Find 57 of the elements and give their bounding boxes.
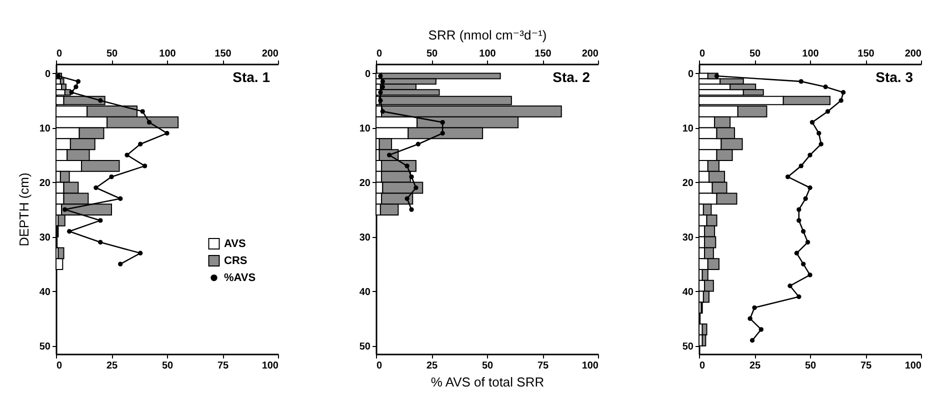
x-tick-label: 200: [262, 48, 279, 60]
y-tick-label: 10: [39, 123, 51, 134]
y-tick-label: 10: [359, 123, 371, 134]
x-tick-label: 50: [106, 48, 118, 60]
x2-tick-label: 100: [582, 360, 599, 372]
y-tick-label: 40: [682, 286, 694, 298]
x2-tick-label: 75: [217, 360, 229, 372]
y-tick-label: 50: [39, 341, 51, 352]
x2-tick-label: 0: [700, 360, 706, 372]
legend-label: CRS: [224, 254, 248, 267]
x-tick-label: 100: [159, 48, 176, 60]
x2-tick-label: 75: [537, 360, 549, 372]
x-tick-label: 0: [376, 48, 382, 60]
y-tick-label: 40: [359, 286, 371, 298]
chart-title: Sta. 2: [552, 69, 590, 85]
y-tick-label: 20: [359, 178, 371, 189]
x-tick-label: 200: [904, 48, 922, 60]
x2-tick-label: 50: [162, 360, 174, 372]
chart-title: Sta. 3: [876, 69, 914, 85]
x2-tick-label: 25: [749, 360, 761, 372]
x-tick-label: 150: [858, 48, 875, 60]
y-tick-label: 30: [39, 232, 51, 244]
y-tick-label: 20: [682, 178, 694, 189]
chart-title: Sta. 1: [232, 69, 270, 85]
x2-tick-label: 50: [804, 360, 816, 372]
x2-tick-label: 100: [262, 360, 279, 372]
x2-tick-label: 0: [56, 360, 62, 372]
x-tick-label: 50: [426, 48, 438, 60]
x2-tick-label: 0: [376, 360, 382, 372]
legend-label: AVS: [224, 238, 246, 250]
y-tick-label: 30: [682, 232, 694, 244]
x-tick-label: 100: [479, 48, 496, 60]
legend-label: %AVS: [224, 272, 256, 284]
x2-tick-label: 25: [426, 360, 438, 372]
y-axis-title: DEPTH (cm): [16, 172, 32, 246]
y-tick-label: 10: [682, 123, 694, 134]
x2-tick-label: 25: [106, 360, 118, 372]
x2-tick-label: 50: [482, 360, 494, 372]
x-tick-label: 100: [802, 48, 820, 60]
x-tick-label: 150: [214, 48, 232, 60]
y-tick-label: 30: [359, 232, 371, 244]
y-tick-label: 0: [44, 68, 51, 80]
x2-axis-title: % AVS of total SRR: [430, 374, 544, 390]
y-tick-label: 0: [364, 68, 371, 80]
y-tick-label: 0: [688, 68, 694, 80]
x2-tick-label: 100: [904, 360, 922, 372]
x-axis-title: SRR (nmol cm⁻³d⁻¹): [428, 28, 547, 42]
y-tick-label: 50: [682, 341, 694, 352]
y-tick-label: 40: [39, 286, 51, 298]
y-tick-label: 50: [359, 341, 371, 352]
x2-tick-label: 75: [860, 360, 872, 372]
x-tick-label: 200: [582, 48, 599, 60]
y-tick-label: 20: [39, 178, 51, 189]
x-tick-label: 150: [534, 48, 552, 60]
x-tick-label: 0: [56, 48, 62, 60]
x-tick-label: 50: [749, 48, 761, 60]
x-tick-label: 0: [700, 48, 706, 60]
